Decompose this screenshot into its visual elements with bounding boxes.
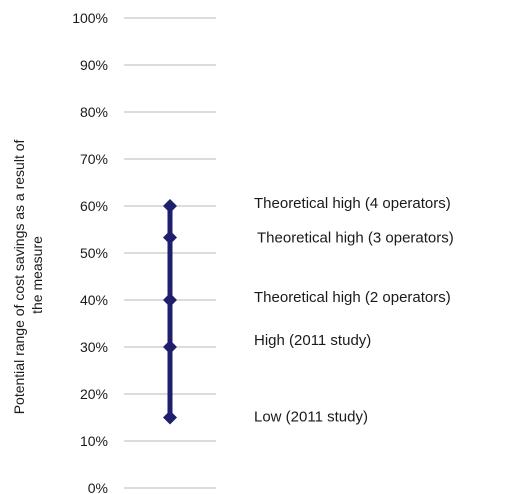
point-label: Theoretical high (2 operators) (254, 289, 451, 306)
data-point-marker (163, 293, 177, 307)
point-label: Theoretical high (4 operators) (254, 195, 451, 212)
y-tick-label: 30% (80, 339, 108, 355)
y-tick-label: 10% (80, 433, 108, 449)
data-point-marker (163, 410, 177, 425)
y-tick-label: 100% (72, 10, 108, 26)
y-tick-label: 40% (80, 292, 108, 308)
y-axis-label-line-1: Potential range of cost savings as a res… (11, 139, 27, 414)
y-tick-label: 90% (80, 57, 108, 73)
y-axis-label-line-2: the measure (29, 236, 45, 314)
y-tick-label: 20% (80, 386, 108, 402)
y-tick-label: 50% (80, 245, 108, 261)
y-tick-label: 70% (80, 151, 108, 167)
data-point-marker (163, 230, 177, 245)
point-label: Low (2011 study) (254, 409, 368, 426)
point-annotations: Low (2011 study) High (2011 study) Theoret… (254, 195, 454, 426)
y-tick-label: 60% (80, 198, 108, 214)
data-point-marker (163, 199, 177, 213)
y-tick-label: 80% (80, 104, 108, 120)
series-layer (163, 199, 177, 425)
y-tick-label: 0% (88, 480, 108, 494)
point-label: Theoretical high (3 operators) (257, 229, 454, 246)
point-label: High (2011 study) (254, 332, 371, 349)
y-axis-label: Potential range of cost savings as a res… (11, 136, 45, 415)
y-tick-labels: 0% 10% 20% 30% 40% 50% 60% 70% 80% 90% 100% (72, 10, 108, 494)
data-point-marker (163, 340, 177, 354)
